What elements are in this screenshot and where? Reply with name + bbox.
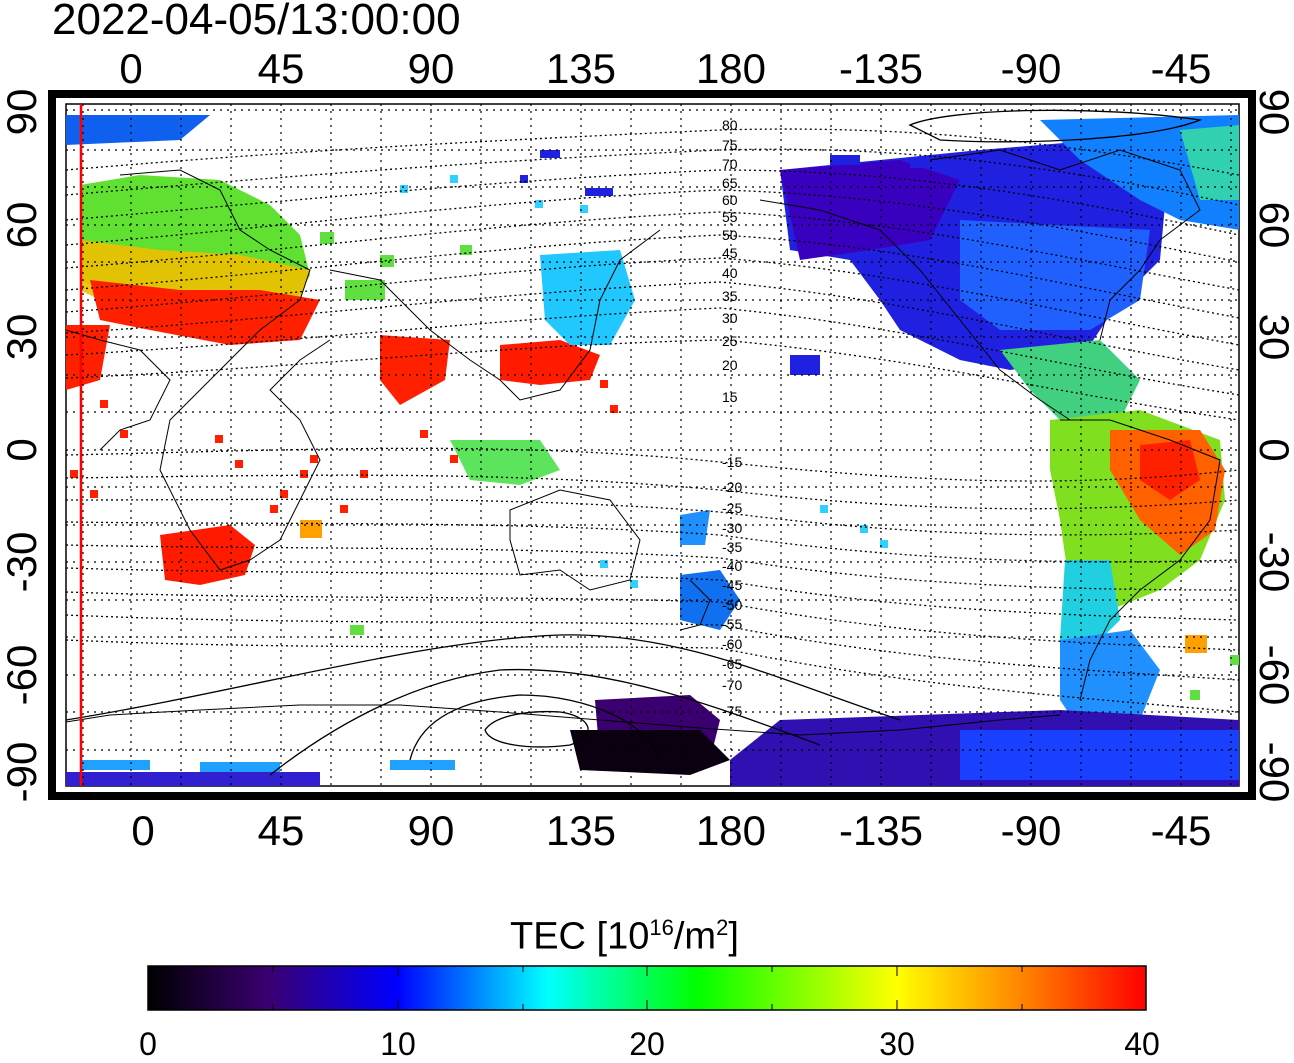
contour-label: 30: [722, 310, 738, 326]
colorbar-ticks: [272, 966, 1023, 1010]
bottom-lon-tick: -135: [839, 807, 923, 854]
right-lat-tick: 90: [1251, 89, 1294, 136]
coastlines: [66, 149, 1221, 736]
colorbar-tick-label: 20: [629, 1026, 665, 1062]
contour-label: -45: [722, 577, 742, 593]
colorbar-title-exp2: 2: [716, 915, 729, 940]
map-title: 2022-04-05/13:00:00: [52, 0, 461, 44]
contour-label: -70: [722, 677, 742, 693]
colorbar-tick-label: 10: [380, 1026, 416, 1062]
right-frame-band: [1248, 90, 1256, 800]
contour-label: 45: [722, 245, 738, 261]
top-lon-tick: 90: [408, 45, 455, 92]
contour-label: 60: [722, 192, 738, 208]
colorbar-tick-label: 40: [1124, 1026, 1160, 1062]
left-latitude-ticks: 90 60 30 0 -30 -60 -90: [0, 89, 45, 803]
contour-label: -20: [722, 479, 742, 495]
top-lon-tick: -135: [839, 45, 923, 92]
right-lat-tick: 30: [1251, 314, 1294, 361]
contour-label: -55: [722, 616, 742, 632]
bottom-lon-tick: 45: [258, 807, 305, 854]
right-latitude-ticks: 90 60 30 0 -30 -60 -90: [1251, 89, 1294, 803]
left-lat-tick: -60: [0, 645, 45, 706]
top-frame-band: [48, 90, 1256, 98]
top-lon-tick: 0: [119, 45, 142, 92]
bottom-lon-tick: -45: [1151, 807, 1212, 854]
contour-label: 50: [722, 227, 738, 243]
contour-label: 65: [722, 175, 738, 191]
top-lon-tick: 135: [546, 45, 616, 92]
bottom-lon-tick: 180: [696, 807, 766, 854]
contour-label: 40: [722, 265, 738, 281]
contour-label: -40: [722, 558, 742, 574]
left-lat-tick: -30: [0, 532, 45, 593]
colorbar-tick-label: 30: [879, 1026, 915, 1062]
left-lat-tick: -90: [0, 742, 45, 803]
contour-labels: 80 75 70 65 60 55 50 45 40 35 30 25 20 1…: [722, 117, 742, 719]
bottom-lon-tick: 135: [546, 807, 616, 854]
right-lat-tick: -30: [1251, 532, 1294, 593]
colorbar-title-prefix: TEC [10: [510, 915, 650, 958]
contour-label: 80: [722, 117, 738, 133]
bottom-lon-tick: 0: [131, 807, 154, 854]
top-lon-tick: -45: [1151, 45, 1212, 92]
contour-label: 35: [722, 288, 738, 304]
bottom-frame-band: [48, 792, 1256, 800]
contour-label: 75: [722, 137, 738, 153]
right-lat-tick: 0: [1251, 438, 1294, 461]
top-lon-tick: -90: [1001, 45, 1062, 92]
contour-label: 55: [722, 209, 738, 225]
contour-label: 70: [722, 156, 738, 172]
contour-label: -15: [722, 454, 742, 470]
contour-label: -65: [722, 656, 742, 672]
left-lat-tick: 90: [0, 89, 45, 136]
left-frame-band: [48, 90, 56, 800]
right-lat-tick: -90: [1251, 742, 1294, 803]
colorbar-title-suffix: ]: [728, 915, 739, 958]
top-lon-tick: 180: [696, 45, 766, 92]
left-lat-tick: 30: [0, 314, 45, 361]
right-lat-tick: -60: [1251, 645, 1294, 706]
contour-lines: [66, 128, 1239, 713]
tec-data-layer: [66, 115, 1239, 786]
graticule: [66, 104, 1239, 786]
left-lat-tick: 60: [0, 202, 45, 249]
top-longitude-ticks: 0 45 90 135 180 -135 -90 -45: [119, 45, 1211, 92]
southern-contours: [66, 109, 1203, 776]
colorbar-title-mid: /m: [673, 915, 717, 958]
bottom-longitude-ticks: 0 45 90 135 180 -135 -90 -45: [131, 807, 1211, 854]
contour-label: -75: [722, 703, 742, 719]
colorbar-title-exp1: 16: [649, 915, 674, 940]
colorbar-tick-label: 0: [139, 1026, 157, 1062]
contour-label: -30: [722, 520, 742, 536]
contour-label: 25: [722, 333, 738, 349]
top-lon-tick: 45: [258, 45, 305, 92]
bottom-lon-tick: -90: [1001, 807, 1062, 854]
contour-label: -25: [722, 500, 742, 516]
contour-label: -35: [722, 539, 742, 555]
bottom-lon-tick: 90: [408, 807, 455, 854]
colorbar-title: TEC [1016/m2]: [510, 906, 739, 959]
left-lat-tick: 0: [0, 438, 45, 461]
contour-label: 15: [722, 389, 738, 405]
right-lat-tick: 60: [1251, 202, 1294, 249]
contour-label: -60: [722, 636, 742, 652]
contour-label: -50: [722, 597, 742, 613]
contour-label: 20: [722, 357, 738, 373]
